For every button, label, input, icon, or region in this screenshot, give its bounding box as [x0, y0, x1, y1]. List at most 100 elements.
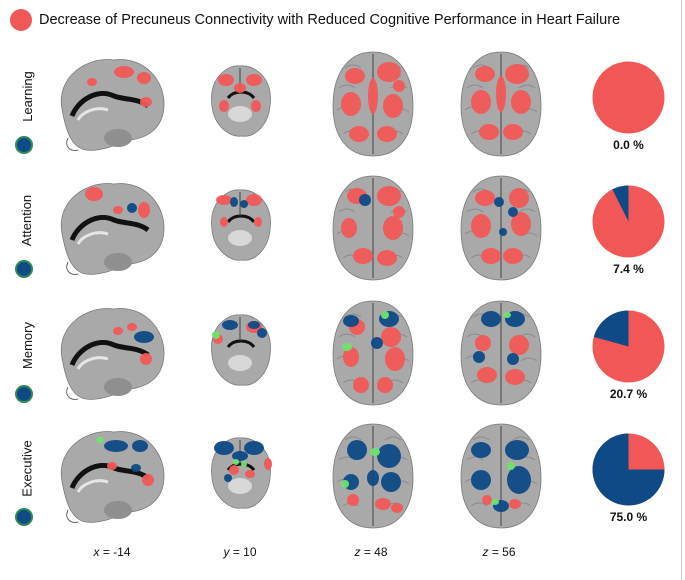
- decrease-cluster: [220, 217, 228, 227]
- domain-cluster: [481, 311, 501, 327]
- deep-nuclei: [228, 106, 252, 122]
- decrease-cluster: [471, 214, 491, 238]
- cerebellum: [104, 501, 132, 519]
- sulcus: [344, 64, 362, 69]
- overlap-cluster: [381, 311, 389, 319]
- percent-label: 75.0 %: [609, 510, 648, 524]
- sulcus: [338, 333, 356, 338]
- axial-slice-z56: [460, 300, 542, 406]
- legend: Decrease of Precuneus Connectivity with …: [10, 8, 620, 32]
- decrease-cluster: [343, 347, 359, 367]
- decrease-cluster: [85, 187, 103, 201]
- decrease-cluster: [229, 465, 239, 475]
- domain-cluster: [104, 440, 128, 452]
- pie-chart: [592, 61, 665, 134]
- decrease-cluster: [377, 126, 397, 142]
- domain-cluster: [347, 440, 367, 460]
- decrease-cluster: [246, 194, 262, 206]
- decrease-cluster: [482, 495, 492, 505]
- coord-label-axial-48: z = 48: [354, 545, 388, 559]
- row-marker: [15, 260, 33, 278]
- brain-outline: [60, 308, 165, 400]
- decrease-cluster: [245, 470, 255, 478]
- decrease-cluster: [475, 335, 491, 351]
- axial-slice-z48: [332, 175, 414, 281]
- coronal-slice: [211, 437, 272, 509]
- cerebellum: [104, 378, 132, 396]
- decrease-cluster: [377, 250, 397, 266]
- decrease-cluster: [353, 377, 369, 393]
- pie-chart: [592, 433, 665, 506]
- decrease-cluster: [377, 62, 401, 82]
- deep-nuclei: [228, 355, 252, 371]
- corpus-callosum: [69, 215, 150, 242]
- domain-cluster: [232, 451, 248, 461]
- frame-border: [681, 0, 682, 580]
- sulcus: [338, 208, 356, 213]
- sulcus: [520, 357, 538, 362]
- coronal-slice: [211, 65, 271, 137]
- axial-slice-z56: [460, 423, 542, 529]
- decrease-cluster: [368, 78, 378, 114]
- sulcus: [384, 436, 402, 441]
- decrease-cluster: [393, 206, 405, 218]
- sagittal-slice: [60, 431, 165, 523]
- pie-chart: [592, 185, 665, 258]
- decrease-cluster: [511, 212, 531, 236]
- decrease-cluster: [385, 347, 405, 371]
- decrease-cluster: [496, 76, 506, 112]
- temporal-pole: [66, 261, 79, 275]
- row-label: Executive: [19, 439, 35, 497]
- decrease-cluster: [113, 327, 123, 335]
- overlap-cluster: [233, 459, 239, 465]
- decrease-cluster: [113, 206, 123, 214]
- decrease-cluster: [471, 90, 491, 114]
- white-matter: [76, 479, 109, 493]
- sulcus: [466, 84, 484, 89]
- decrease-cluster: [509, 499, 521, 509]
- row-label: Attention: [19, 194, 35, 246]
- percent-label: 0.0 %: [613, 138, 644, 152]
- overlap-cluster: [241, 461, 247, 467]
- axial-slice-z48: [332, 300, 414, 406]
- ventricles: [226, 214, 256, 224]
- axial-slice-z56: [460, 51, 542, 157]
- sulcus: [466, 208, 484, 213]
- temporal-pole: [66, 386, 79, 400]
- row-marker: [15, 385, 33, 403]
- domain-cluster: [127, 203, 137, 213]
- overlap-cluster: [96, 437, 104, 443]
- domain-cluster: [230, 197, 238, 207]
- decrease-cluster: [511, 90, 531, 114]
- sulcus: [338, 84, 356, 89]
- decrease-cluster: [87, 78, 97, 86]
- domain-cluster: [471, 442, 491, 458]
- percent-label: 7.4 %: [613, 262, 644, 276]
- decrease-cluster: [503, 248, 523, 264]
- decrease-cluster: [477, 367, 497, 383]
- pie-slice-domain: [612, 185, 629, 222]
- white-matter: [76, 107, 109, 121]
- ventricles: [226, 339, 256, 349]
- coord-label-sagittal: x = -14: [93, 545, 131, 559]
- decrease-cluster: [341, 218, 357, 238]
- overlap-cluster: [507, 462, 515, 470]
- decrease-cluster: [479, 124, 499, 140]
- decrease-cluster: [381, 327, 401, 347]
- decrease-cluster: [341, 92, 361, 116]
- decrease-cluster: [138, 202, 150, 218]
- decrease-cluster: [375, 498, 391, 510]
- overlap-cluster: [370, 448, 380, 456]
- legend-label: Decrease of Precuneus Connectivity with …: [39, 12, 621, 28]
- decrease-cluster: [264, 458, 272, 470]
- brain-outline: [60, 59, 165, 151]
- pie-slice-remainder: [592, 61, 665, 134]
- domain-cluster: [507, 466, 531, 494]
- domain-cluster: [131, 464, 141, 472]
- decrease-cluster: [216, 195, 232, 205]
- domain-cluster: [371, 337, 383, 349]
- row-learning: Learning 0.0 %: [0, 48, 681, 173]
- row-executive: Executive 75.0 %: [0, 420, 681, 545]
- domain-cluster: [240, 200, 248, 208]
- decrease-cluster: [234, 83, 246, 93]
